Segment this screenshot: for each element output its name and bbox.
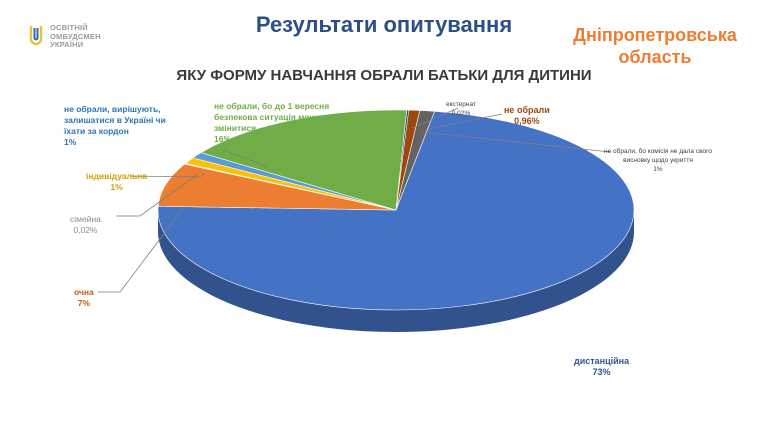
label-not-chosen-sept: не обрали, бо до 1 вересня безпекова сит… [214, 101, 330, 144]
pie-slice-external [395, 109, 410, 211]
label-not-chosen-abroad: не обрали, вирішують, залишатися в Украї… [64, 104, 166, 147]
leader-line-individual [129, 172, 206, 178]
leader-line-full-time [98, 209, 183, 293]
page-title: Результати опитування [255, 12, 513, 37]
region-name: Дніпропетровська область [573, 25, 737, 67]
leader-line-abroad [222, 149, 269, 169]
leader-line-commission [421, 131, 611, 153]
leader-line-external [412, 107, 459, 129]
pie-slice-not_chosen_sept [200, 109, 408, 211]
label-not-chosen: не обрали 0,96% [504, 105, 550, 126]
label-full-time: очна 7% [74, 287, 94, 308]
label-external: екстернат 0.02% [446, 101, 476, 117]
chart-title: ЯКУ ФОРМУ НАВЧАННЯ ОБРАЛИ БАТЬКИ ДЛЯ ДИТ… [176, 67, 592, 84]
label-family: сімейна 0,02% [70, 214, 101, 235]
label-individual: індивідуальна 1% [86, 171, 148, 192]
logo-text: ОСВІТНІЙ ОМБУДСМЕН УКРАЇНИ [50, 23, 101, 49]
label-distance: дистанційна 73% [574, 356, 630, 377]
leader-line-family [116, 173, 199, 217]
ombudsman-logo-icon [29, 26, 43, 46]
label-commission: не обрали, бо комісія не дала свого висн… [604, 148, 712, 173]
ombudsman-logo: ОСВІТНІЙ ОМБУДСМЕН УКРАЇНИ [28, 23, 101, 50]
pie-side-distance [158, 210, 634, 332]
pie-slice-full_time [157, 163, 397, 211]
pie-slice-distance [157, 111, 635, 311]
leader-line-not-chosen [427, 113, 503, 130]
